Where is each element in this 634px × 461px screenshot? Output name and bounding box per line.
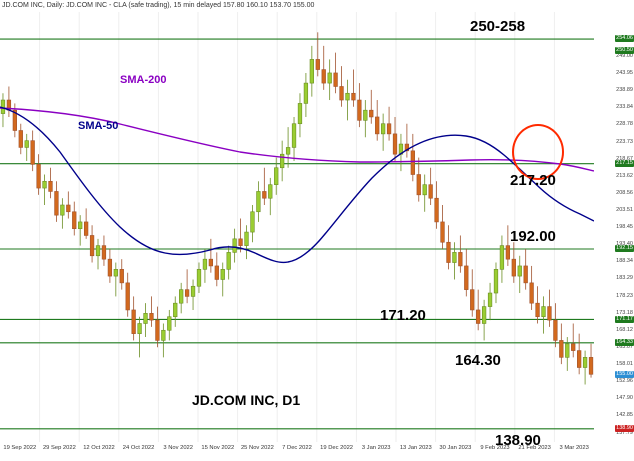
chart-title: JD.COM INC, D1: [192, 392, 301, 408]
price-tick: 178.23: [616, 292, 633, 299]
time-tick: 7 Dec 2022: [282, 445, 312, 451]
price-tick: 238.89: [616, 87, 633, 94]
time-tick: 19 Sep 2022: [3, 445, 37, 451]
level-250-258: 250-258: [470, 18, 526, 35]
price-tick: 137.79: [616, 429, 633, 436]
price-tag: 171.17: [615, 316, 634, 324]
price-tick: 173.18: [616, 309, 633, 316]
chart-plot-area[interactable]: [0, 12, 594, 442]
time-tick: 25 Nov 2022: [240, 445, 274, 451]
price-tag: 164.33: [615, 339, 634, 347]
price-tick: 213.62: [616, 172, 633, 179]
vertical-gridlines: [39, 12, 555, 442]
price-tick: 233.84: [616, 104, 633, 111]
price-tag: 155.00: [615, 370, 634, 378]
price-tick: 249.00: [616, 53, 633, 60]
price-tick: 168.12: [616, 326, 633, 333]
chart-header-info: JD.COM INC, Daily: JD.COM INC - CLA (saf…: [2, 2, 315, 9]
time-axis[interactable]: 19 Sep 2022 29 Sep 2022 12 Oct 2022 24 Oct …: [0, 444, 594, 460]
sma-50-label: SMA-50: [78, 120, 119, 132]
highlight-ellipse: [512, 124, 564, 180]
price-tick: 142.85: [616, 412, 633, 419]
time-tick: 13 Jan 2023: [399, 445, 432, 451]
chart-canvas: [0, 12, 594, 442]
time-tick: 30 Jan 2023: [439, 445, 472, 451]
price-tag: 250.50: [615, 47, 634, 55]
sma-200-label: SMA-200: [120, 74, 167, 86]
level-192-00: 192.00: [510, 228, 556, 245]
time-tick: 21 Feb 2023: [518, 445, 551, 451]
level-164-30: 164.30: [455, 352, 501, 369]
candlestick-series: [0, 32, 594, 385]
price-tick: 193.40: [616, 241, 633, 247]
price-tick: 198.45: [616, 224, 633, 231]
price-tag: 254.06: [615, 35, 634, 43]
price-tick: 223.73: [616, 138, 633, 145]
time-tick: 3 Jan 2023: [361, 445, 391, 451]
price-tick: 203.51: [616, 207, 633, 214]
price-tick: 208.56: [616, 189, 633, 196]
price-tag: 217.15: [615, 160, 634, 168]
time-tick: 15 Nov 2022: [201, 445, 235, 451]
time-tick: 12 Oct 2022: [83, 445, 115, 451]
price-tick: 243.95: [616, 70, 633, 77]
sma-200-line: [0, 107, 594, 172]
price-tick: 188.34: [616, 258, 633, 265]
price-tick: 163.07: [616, 343, 633, 350]
price-tick: 183.29: [616, 275, 633, 282]
time-tick: 9 Feb 2023: [480, 445, 510, 451]
time-tick: 24 Oct 2022: [122, 445, 155, 451]
level-171-20: 171.20: [380, 307, 426, 324]
time-tick: 3 Nov 2022: [163, 445, 194, 451]
level-138-90: 138.90: [495, 432, 541, 449]
support-resistance-lines: [0, 38, 594, 430]
time-tick: 29 Sep 2022: [42, 445, 76, 451]
price-tick: 228.78: [616, 121, 633, 128]
price-tick: 152.96: [616, 378, 633, 385]
price-tick: 147.90: [616, 395, 633, 402]
price-tick: 158.01: [616, 361, 633, 368]
price-tag: 138.90: [615, 425, 634, 433]
price-axis[interactable]: 254.06 249.00 243.95 238.89 233.84 228.78 223.…: [594, 12, 634, 442]
time-tick: 19 Dec 2022: [320, 445, 354, 451]
price-tick: 218.67: [616, 155, 633, 162]
price-tag: 192.15: [615, 245, 634, 252]
level-217-20: 217.20: [510, 172, 556, 189]
time-tick: 3 Mar 2023: [559, 445, 589, 451]
